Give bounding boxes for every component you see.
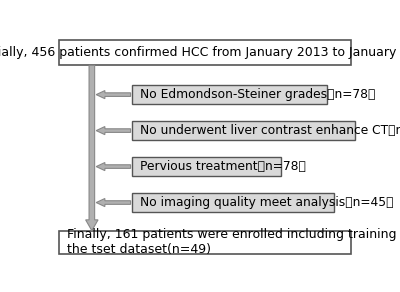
Text: No imaging quality meet analysis（n=45）: No imaging quality meet analysis（n=45）: [140, 196, 393, 209]
Text: Pervious treatment（n=78）: Pervious treatment（n=78）: [140, 160, 306, 173]
Text: Initially, 456 patients confirmed HCC from January 2013 to January 2018: Initially, 456 patients confirmed HCC fr…: [0, 46, 400, 59]
FancyArrow shape: [96, 91, 131, 99]
Bar: [132, 193, 334, 212]
Text: No Edmondson-Steiner grades（n=78）: No Edmondson-Steiner grades（n=78）: [140, 88, 375, 101]
Text: Finally, 161 patients were enrolled including training dataset(n=112) and
the ts: Finally, 161 patients were enrolled incl…: [67, 228, 400, 256]
Bar: [132, 85, 328, 104]
FancyArrow shape: [86, 65, 98, 231]
FancyArrow shape: [96, 199, 131, 207]
Bar: [59, 231, 351, 254]
FancyArrow shape: [96, 126, 131, 135]
Bar: [59, 39, 351, 65]
Text: No underwent liver contrast enhance CT（n=94）: No underwent liver contrast enhance CT（n…: [140, 124, 400, 137]
FancyArrow shape: [96, 163, 131, 171]
Bar: [132, 121, 355, 140]
Bar: [132, 157, 281, 176]
